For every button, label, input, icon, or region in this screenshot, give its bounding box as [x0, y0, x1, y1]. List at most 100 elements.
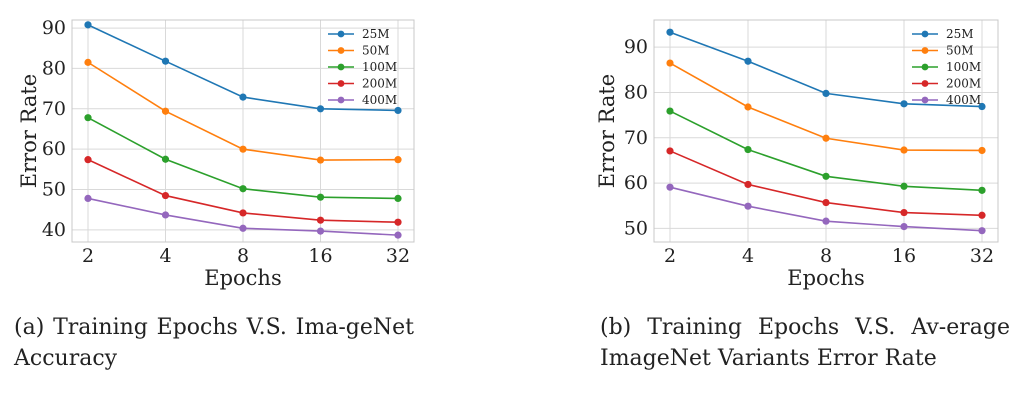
x-tick-label: 8 [237, 245, 249, 267]
data-point-400M [666, 183, 674, 191]
legend-label: 50M [362, 44, 390, 58]
y-tick-label: 90 [42, 17, 66, 39]
data-point-200M [394, 218, 402, 226]
data-point-400M [239, 224, 247, 232]
legend-swatch-marker [921, 80, 929, 87]
data-point-200M [239, 209, 247, 217]
figure-panel-b: 2 4 8 16 32 50 60 70 80 90 Epochs Error Rate 25M 50M 1… [590, 0, 1017, 404]
caption-a-label: (a) [14, 315, 45, 340]
y-tick-label: 60 [624, 172, 648, 194]
data-point-200M [900, 208, 908, 217]
data-point-200M [744, 180, 752, 189]
legend-label: 25M [946, 27, 974, 41]
data-point-100M [744, 145, 752, 154]
data-point-200M [666, 147, 674, 155]
caption-b: (b) Training Epochs V.S. Av-erage ImageN… [600, 312, 1010, 374]
data-point-100M [316, 193, 325, 201]
data-point-25M [978, 102, 986, 111]
y-tick-label: 80 [42, 57, 66, 79]
x-tick-label: 16 [308, 245, 332, 267]
legend-swatch-marker [921, 30, 929, 38]
data-point-50M [239, 145, 247, 153]
data-point-25M [900, 100, 908, 108]
x-tick-label: 32 [970, 245, 994, 267]
data-point-400M [316, 227, 325, 235]
x-tick-label: 2 [664, 245, 676, 267]
caption-a-text: Training Epochs V.S. Ima-geNet Accuracy [14, 315, 414, 371]
data-point-400M [84, 194, 92, 203]
data-point-50M [822, 134, 830, 142]
data-point-100M [822, 172, 830, 180]
x-axis-label: Epochs [204, 266, 281, 290]
legend-label: 100M [362, 60, 397, 74]
y-tick-label: 70 [624, 127, 648, 149]
data-point-25M [744, 57, 752, 65]
legend-label: 400M [362, 93, 397, 107]
plot-frame [71, 19, 415, 243]
legend-swatch-marker [921, 96, 929, 104]
legend-label: 25M [362, 27, 390, 41]
data-point-50M [666, 59, 674, 67]
data-point-200M [84, 156, 92, 164]
data-point-400M [978, 227, 986, 235]
data-point-50M [316, 156, 325, 164]
data-point-400M [394, 231, 402, 239]
data-point-25M [394, 106, 402, 115]
plot-frame [653, 19, 999, 243]
data-point-50M [394, 156, 402, 164]
legend-label: 200M [362, 77, 397, 91]
legend-label: 50M [946, 44, 974, 58]
x-tick-label: 16 [892, 245, 916, 267]
data-point-200M [978, 211, 986, 219]
caption-b-text: Training Epochs V.S. Av-erage ImageNet V… [600, 315, 1010, 371]
x-tick-label: 8 [820, 245, 832, 267]
y-tick-label: 60 [42, 138, 66, 160]
y-tick-label: 80 [624, 81, 648, 103]
data-point-200M [316, 216, 325, 224]
data-point-25M [239, 93, 247, 101]
data-point-400M [822, 217, 830, 225]
x-axis-label: Epochs [787, 266, 864, 290]
data-point-100M [161, 155, 170, 163]
data-point-25M [316, 105, 325, 113]
data-point-50M [978, 146, 986, 155]
x-tick-label: 32 [386, 245, 410, 267]
data-point-200M [822, 198, 830, 207]
legend-swatch-marker [337, 63, 345, 71]
caption-b-label: (b) [600, 315, 632, 340]
data-point-25M [822, 89, 830, 97]
legend-swatch-marker [337, 30, 345, 38]
data-point-25M [666, 28, 674, 36]
y-tick-label: 40 [42, 219, 66, 241]
data-point-200M [161, 191, 170, 200]
legend-swatch-marker [921, 47, 929, 54]
data-point-100M [84, 114, 92, 122]
data-point-100M [239, 185, 247, 193]
legend-label: 100M [946, 60, 981, 74]
data-point-400M [900, 222, 908, 231]
data-point-50M [161, 107, 170, 115]
data-point-400M [744, 202, 752, 210]
data-point-50M [744, 103, 752, 111]
legend-swatch-marker [337, 96, 345, 104]
data-point-25M [161, 57, 170, 65]
data-point-50M [84, 58, 92, 66]
data-point-100M [900, 182, 908, 190]
figure-panel-a: 2 4 8 16 32 40 50 60 70 80 90 Epochs Error Rate 25M 50… [0, 0, 420, 404]
chart-b: 2 4 8 16 32 50 60 70 80 90 Epochs Error Rate 25M 50M 1… [595, 19, 999, 290]
data-point-50M [900, 146, 908, 154]
legend: 25M 50M 100M 200M 400M [912, 27, 981, 107]
x-tick-label: 4 [159, 245, 171, 267]
y-tick-label: 50 [624, 217, 648, 239]
data-point-100M [978, 186, 986, 194]
y-axis-label: Error Rate [17, 74, 41, 188]
legend-label: 200M [946, 77, 981, 91]
legend-label: 400M [946, 93, 981, 107]
legend-swatch-marker [921, 63, 929, 71]
legend-swatch-marker [337, 47, 345, 54]
legend-swatch-marker [337, 80, 345, 87]
data-point-400M [161, 211, 170, 219]
y-axis-label: Error Rate [595, 74, 619, 188]
y-tick-label: 50 [42, 179, 66, 201]
x-tick-label: 2 [82, 245, 94, 267]
